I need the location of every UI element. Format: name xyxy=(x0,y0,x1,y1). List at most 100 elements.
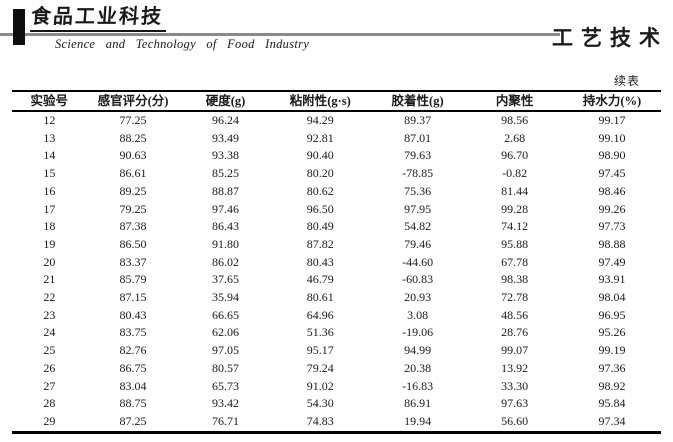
table-cell: 20 xyxy=(43,254,56,269)
table-cell: 86.61 xyxy=(119,166,147,181)
table-cell: 35.94 xyxy=(212,290,239,305)
table-cell: 87.25 xyxy=(119,413,147,428)
table-cell: 82.76 xyxy=(119,343,147,358)
table-cell: 91.80 xyxy=(212,236,239,251)
table-cell: 87.38 xyxy=(119,219,147,234)
table-cell: 79.46 xyxy=(404,236,432,251)
table-cell: 97.73 xyxy=(598,219,626,234)
table-cell: 88.87 xyxy=(212,183,239,198)
table-cell: 37.65 xyxy=(212,272,239,287)
table-cell: 17 xyxy=(43,201,56,216)
table-cell: 21 xyxy=(43,272,56,287)
table-cell: 15 xyxy=(43,166,56,181)
table-cell: 86.50 xyxy=(119,236,147,251)
table-cell: 25 xyxy=(43,343,56,358)
table-cell: -60.83 xyxy=(402,272,434,287)
table-cell: 98.92 xyxy=(598,378,626,393)
column-header-1: 感官评分(分) xyxy=(97,94,169,108)
table-cell: 56.60 xyxy=(501,413,529,428)
table-cell: 88.25 xyxy=(119,130,147,145)
table-row: 16 89.25 88.87 80.62 75.36 81.44 98.46 xyxy=(12,183,661,201)
table-cell: 62.06 xyxy=(212,325,239,340)
table-cell: 79.63 xyxy=(404,148,432,163)
table-cell: 95.17 xyxy=(306,343,334,358)
table-cell: 48.56 xyxy=(501,307,529,322)
table-cell: 97.46 xyxy=(212,201,239,216)
table-cell: 54.82 xyxy=(404,219,432,234)
table-cell: 80.61 xyxy=(306,290,334,305)
table-cell: 14 xyxy=(43,148,56,163)
table-cell: 81.44 xyxy=(501,183,529,198)
table-cell: 19 xyxy=(43,236,56,251)
table-cell: 94.29 xyxy=(306,113,334,127)
table-cell: 24 xyxy=(43,325,56,340)
table-cell: 97.49 xyxy=(598,254,626,269)
table-cell: 87.01 xyxy=(404,130,432,145)
section-title-chinese: 工艺技术 xyxy=(552,26,668,50)
column-header-0: 实验号 xyxy=(30,94,69,108)
table-cell: 80.49 xyxy=(306,219,334,234)
table-cell: 93.91 xyxy=(598,272,626,287)
table-row: 20 83.37 86.02 80.43 -44.60 67.78 97.49 xyxy=(12,254,661,272)
table-cell: 65.73 xyxy=(212,378,239,393)
table-cell: 97.95 xyxy=(404,201,432,216)
table-cell: 98.46 xyxy=(598,183,626,198)
table-cell: 74.83 xyxy=(306,413,334,428)
table-cell: 72.78 xyxy=(501,290,529,305)
table-cell: 74.12 xyxy=(501,219,529,234)
journal-logo-chinese: 食品工业科技 xyxy=(30,5,168,32)
table-row: 28 88.75 93.42 54.30 86.91 97.63 95.84 xyxy=(12,395,661,413)
table-cell: 94.99 xyxy=(404,343,432,358)
table-cell: 80.62 xyxy=(306,183,334,198)
table-cell: 99.07 xyxy=(501,343,529,358)
table-cell: 16 xyxy=(43,183,56,198)
table-cell: 98.88 xyxy=(598,236,626,251)
table-cell: 12 xyxy=(43,113,56,127)
table-cell: 99.10 xyxy=(598,130,626,145)
table-cell: 96.50 xyxy=(306,201,334,216)
table-cell: 96.95 xyxy=(598,307,626,322)
table-cell: 28 xyxy=(43,396,56,411)
table-cell: 99.28 xyxy=(501,201,529,216)
table-cell: 23 xyxy=(43,307,56,322)
table-row: 18 87.38 86.43 80.49 54.82 74.12 97.73 xyxy=(12,218,661,236)
table-row: 24 83.75 62.06 51.36 -19.06 28.76 95.26 xyxy=(12,324,661,342)
table-cell: 99.26 xyxy=(598,201,626,216)
table-cell: 79.24 xyxy=(306,360,334,375)
table-cell: 79.25 xyxy=(119,201,147,216)
table-cell: 97.36 xyxy=(598,360,626,375)
table-cell: 97.05 xyxy=(212,343,239,358)
table-cell: 83.75 xyxy=(119,325,147,340)
table-cell: 13.92 xyxy=(501,360,529,375)
table-row: 13 88.25 93.49 92.81 87.01 2.68 99.10 xyxy=(12,130,661,148)
table-row: 23 80.43 66.65 64.96 3.08 48.56 96.95 xyxy=(12,307,661,325)
table-cell: 29 xyxy=(43,413,56,428)
table-row: 12 77.25 96.24 94.29 89.37 98.56 99.17 xyxy=(12,111,661,130)
table-cell: 96.24 xyxy=(212,113,239,127)
table-row: 26 86.75 80.57 79.24 20.38 13.92 97.36 xyxy=(12,360,661,378)
brand-bar xyxy=(13,9,25,45)
table-cell: -78.85 xyxy=(402,166,434,181)
table-cell: 86.91 xyxy=(404,396,432,411)
table-cell: 77.25 xyxy=(119,113,147,127)
table-row: 22 87.15 35.94 80.61 20.93 72.78 98.04 xyxy=(12,289,661,307)
table-header-row: 实验号 感官评分(分) 硬度(g) 粘附性(g·s) 胶着性(g) 内聚性 持水力(%) xyxy=(12,91,661,111)
table-cell: 97.45 xyxy=(598,166,626,181)
table-cell: 85.25 xyxy=(212,166,239,181)
table-cell: 98.04 xyxy=(598,290,626,305)
table-cell: 33.30 xyxy=(501,378,529,393)
table-cell: 99.17 xyxy=(598,113,626,127)
table-cell: 87.15 xyxy=(119,290,147,305)
table-cell: -0.82 xyxy=(502,166,528,181)
table-cell: 96.70 xyxy=(501,148,529,163)
table-row: 25 82.76 97.05 95.17 94.99 99.07 99.19 xyxy=(12,342,661,360)
table-cell: 80.20 xyxy=(306,166,334,181)
table-cell: 90.63 xyxy=(119,148,147,163)
table-cell: 93.49 xyxy=(212,130,239,145)
table-cell: 54.30 xyxy=(306,396,334,411)
table-row: 15 86.61 85.25 80.20 -78.85 -0.82 97.45 xyxy=(12,165,661,183)
table-cell: -19.06 xyxy=(402,325,434,340)
table-cell: 95.84 xyxy=(598,396,626,411)
table-cell: 95.26 xyxy=(598,325,626,340)
